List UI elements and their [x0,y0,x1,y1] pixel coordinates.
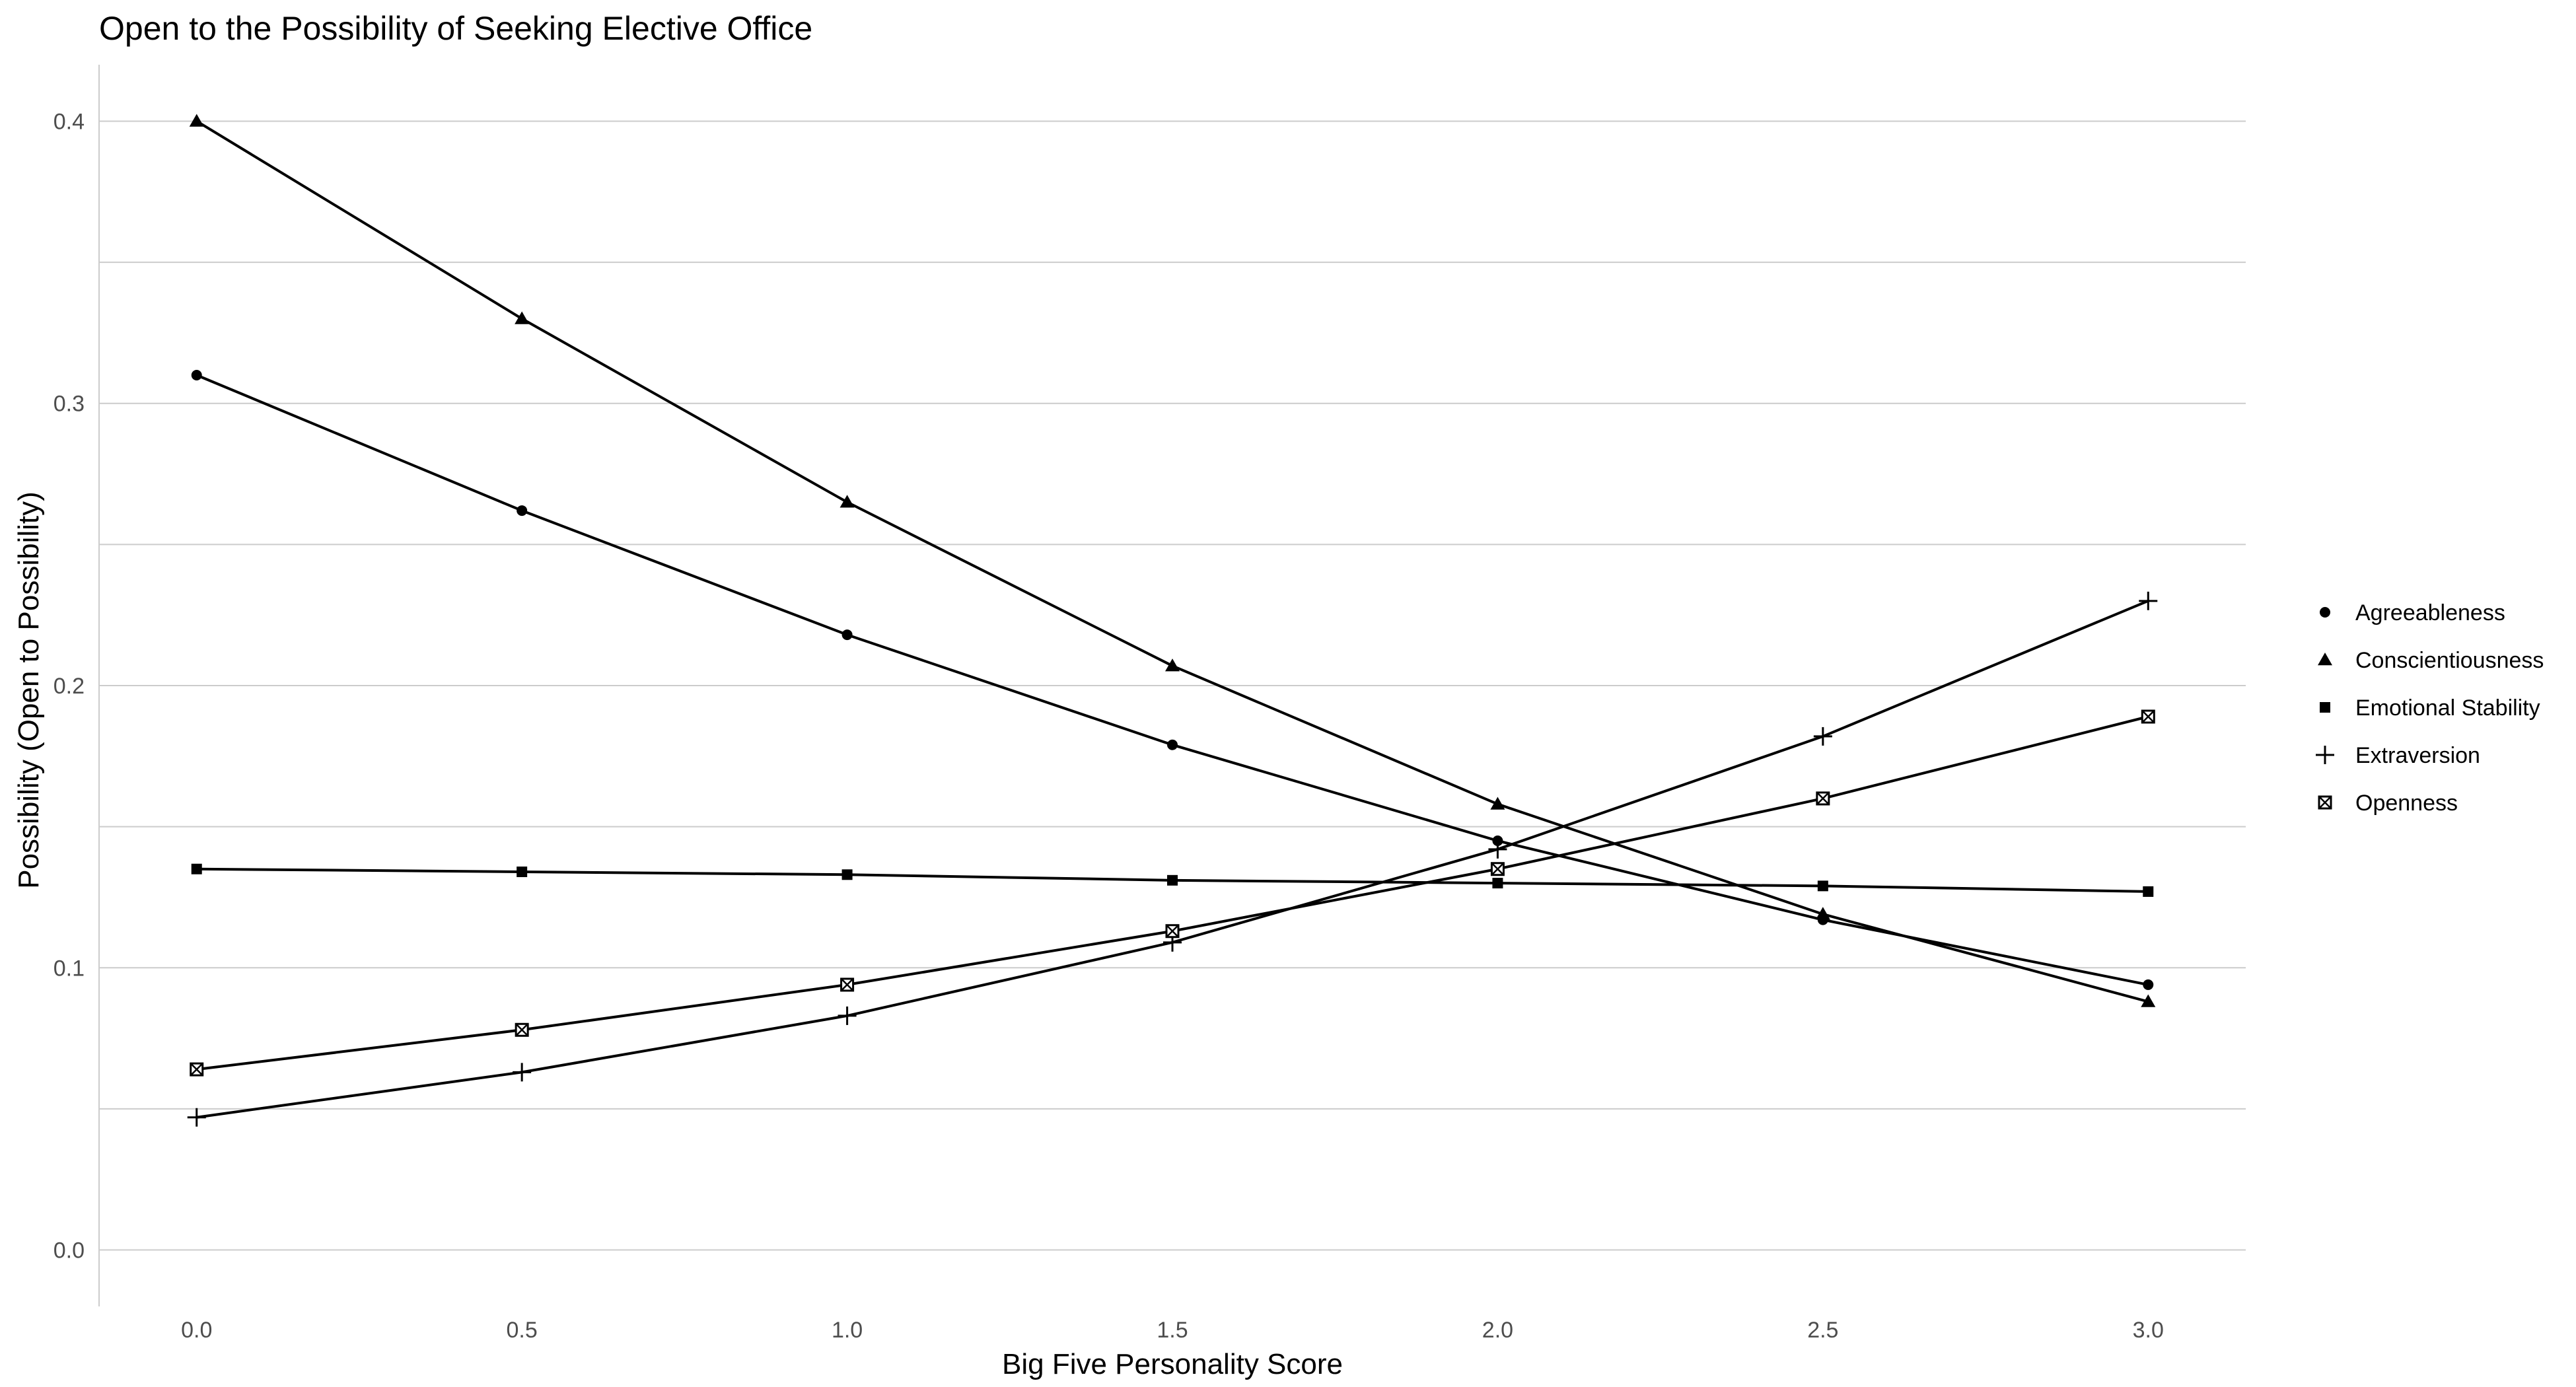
series-points [187,114,2158,1127]
y-tick-label: 0.0 [54,1238,85,1263]
x-tick-labels: 0.0 0.5 1.0 1.5 2.0 2.5 3.0 [181,1318,2164,1343]
legend-label-extraversion: Extraversion [2355,743,2480,768]
data-point-agreeableness [517,505,528,516]
legend-key-openness [2318,795,2332,810]
data-point-conscientiousness [1490,797,1505,810]
data-point-extraversion [838,1006,857,1025]
x-axis-title: Big Five Personality Score [1002,1348,1343,1380]
data-point-openness [1165,924,1180,939]
legend-label-conscientiousness: Conscientiousness [2355,648,2544,673]
data-point-openness [2141,709,2155,724]
x-tick-label: 1.5 [1157,1318,1188,1343]
legend-key-emotional-stability [2320,702,2330,713]
data-point-extraversion [513,1063,532,1082]
data-point-emotional-stability [191,863,202,874]
legend-label-agreeableness: Agreeableness [2355,600,2505,625]
gridlines [99,120,2246,1251]
series-line-extraversion [196,599,2149,1119]
x-tick-label: 2.5 [1807,1318,1838,1343]
data-point-emotional-stability [1492,878,1503,889]
data-point-conscientiousness [840,495,855,508]
x-tick-label: 2.0 [1482,1318,1513,1343]
x-tick-label: 1.0 [832,1318,863,1343]
data-point-conscientiousness [515,311,530,324]
data-point-emotional-stability [841,869,853,880]
y-axis-title: Possibility (Open to Possibility) [13,491,45,889]
data-point-extraversion [2139,591,2158,610]
data-point-openness [1490,862,1505,876]
data-point-agreeableness [191,370,202,380]
y-tick-label: 0.4 [54,109,85,134]
y-tick-label: 0.2 [54,674,85,699]
series-line-conscientiousness [196,120,2149,1003]
data-point-conscientiousness [1165,658,1180,672]
data-point-openness [190,1062,204,1077]
data-point-conscientiousness [1815,907,1830,920]
legend-key-extraversion [2316,746,2334,764]
data-point-openness [1816,791,1830,806]
data-point-emotional-stability [517,867,528,877]
data-point-emotional-stability [1817,880,1828,892]
data-point-openness [515,1022,529,1037]
legend-key-agreeableness [2320,607,2330,618]
y-tick-label: 0.1 [54,956,85,981]
legend: Agreeableness Conscientiousness Emotional … [2316,600,2544,816]
data-point-extraversion [187,1108,206,1127]
data-point-agreeableness [841,629,853,641]
data-point-conscientiousness [2141,994,2156,1007]
data-point-extraversion [1813,727,1832,746]
series-line-openness [196,715,2149,1071]
data-point-extraversion [1488,839,1507,859]
data-point-conscientiousness [189,114,204,127]
x-tick-label: 3.0 [2133,1318,2164,1343]
y-tick-labels: 0.0 0.1 0.2 0.3 0.4 [54,109,85,1263]
series-line-agreeableness [196,374,2149,986]
data-point-emotional-stability [1167,874,1178,886]
x-tick-label: 0.0 [181,1318,212,1343]
data-point-agreeableness [2143,979,2154,990]
x-tick-label: 0.5 [507,1318,538,1343]
legend-label-openness: Openness [2355,791,2458,816]
data-point-openness [840,978,855,992]
chart-title: Open to the Possibility of Seeking Elect… [99,10,812,47]
legend-key-conscientiousness [2318,653,2332,666]
y-tick-label: 0.3 [54,392,85,417]
data-point-emotional-stability [2143,886,2154,897]
data-point-agreeableness [1167,739,1178,750]
legend-label-emotional-stability: Emotional Stability [2355,695,2540,721]
